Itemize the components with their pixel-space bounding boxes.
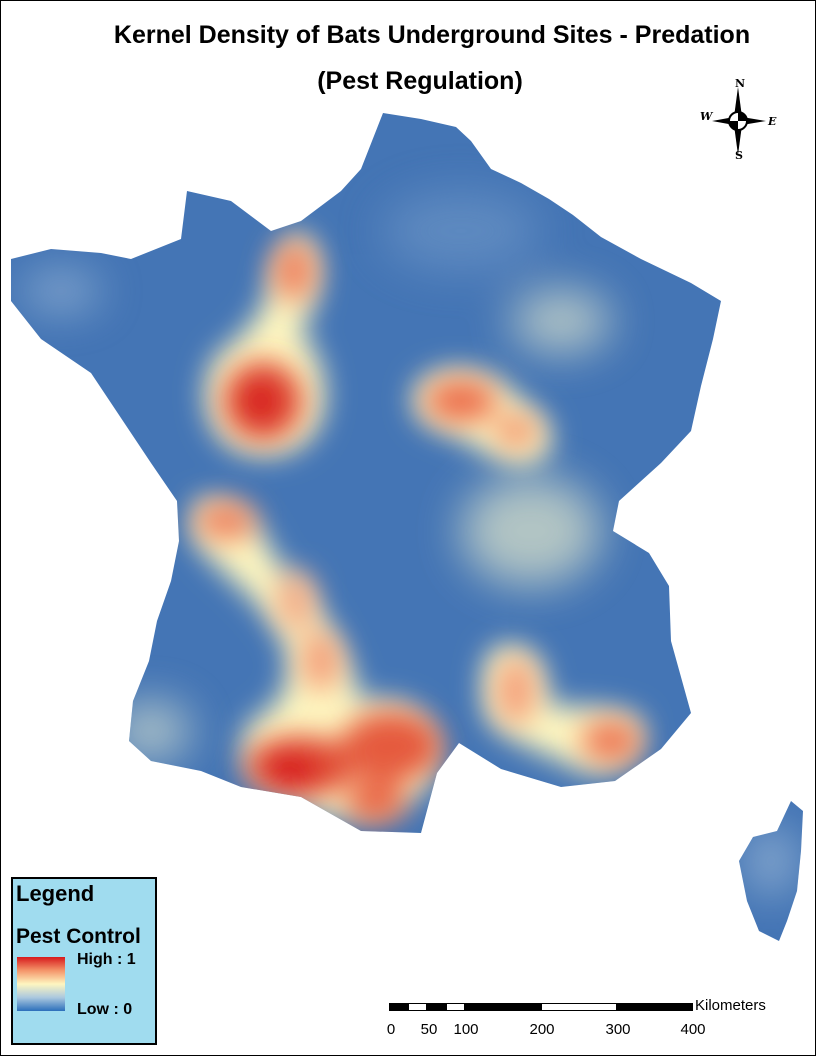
legend-high-label: High : 1 xyxy=(77,951,136,968)
compass-rose-icon xyxy=(712,87,766,155)
france-outline xyxy=(11,113,803,941)
legend-layer-name: Pest Control xyxy=(16,925,141,948)
scale-segment xyxy=(427,1003,446,1011)
scale-segment xyxy=(617,1003,693,1011)
legend-box: Legend Pest Control High : 1 Low : 0 xyxy=(11,877,157,1045)
map-title: Kernel Density of Bats Underground Sites… xyxy=(113,21,751,49)
legend-color-ramp xyxy=(17,957,65,1011)
scale-segment xyxy=(389,1003,408,1011)
scale-segment xyxy=(465,1003,541,1011)
scale-tick-label: 400 xyxy=(680,1021,706,1038)
north-label: N xyxy=(735,77,746,90)
legend-title: Legend xyxy=(16,881,95,906)
legend-low-label: Low : 0 xyxy=(77,1001,133,1018)
hotspots xyxy=(196,241,641,823)
scale-tick-label: 0 xyxy=(386,1021,396,1038)
map-subtitle: (Pest Regulation) xyxy=(317,67,523,95)
west-label: W xyxy=(700,110,713,123)
east-label: E xyxy=(768,115,777,128)
scale-tick-label: 50 xyxy=(420,1021,438,1038)
scale-segment xyxy=(446,1003,465,1011)
south-label: S xyxy=(735,149,743,162)
scale-tick-label: 100 xyxy=(453,1021,479,1038)
scale-tick-label: 200 xyxy=(529,1021,555,1038)
scale-segment xyxy=(541,1003,617,1011)
scale-tick-label: 300 xyxy=(605,1021,631,1038)
scale-bar: Kilometers 0 50 100 200 300 400 xyxy=(386,997,789,1051)
scale-segment xyxy=(408,1003,427,1011)
north-arrow: N S E W xyxy=(698,77,782,163)
scale-units: Kilometers xyxy=(695,997,766,1014)
